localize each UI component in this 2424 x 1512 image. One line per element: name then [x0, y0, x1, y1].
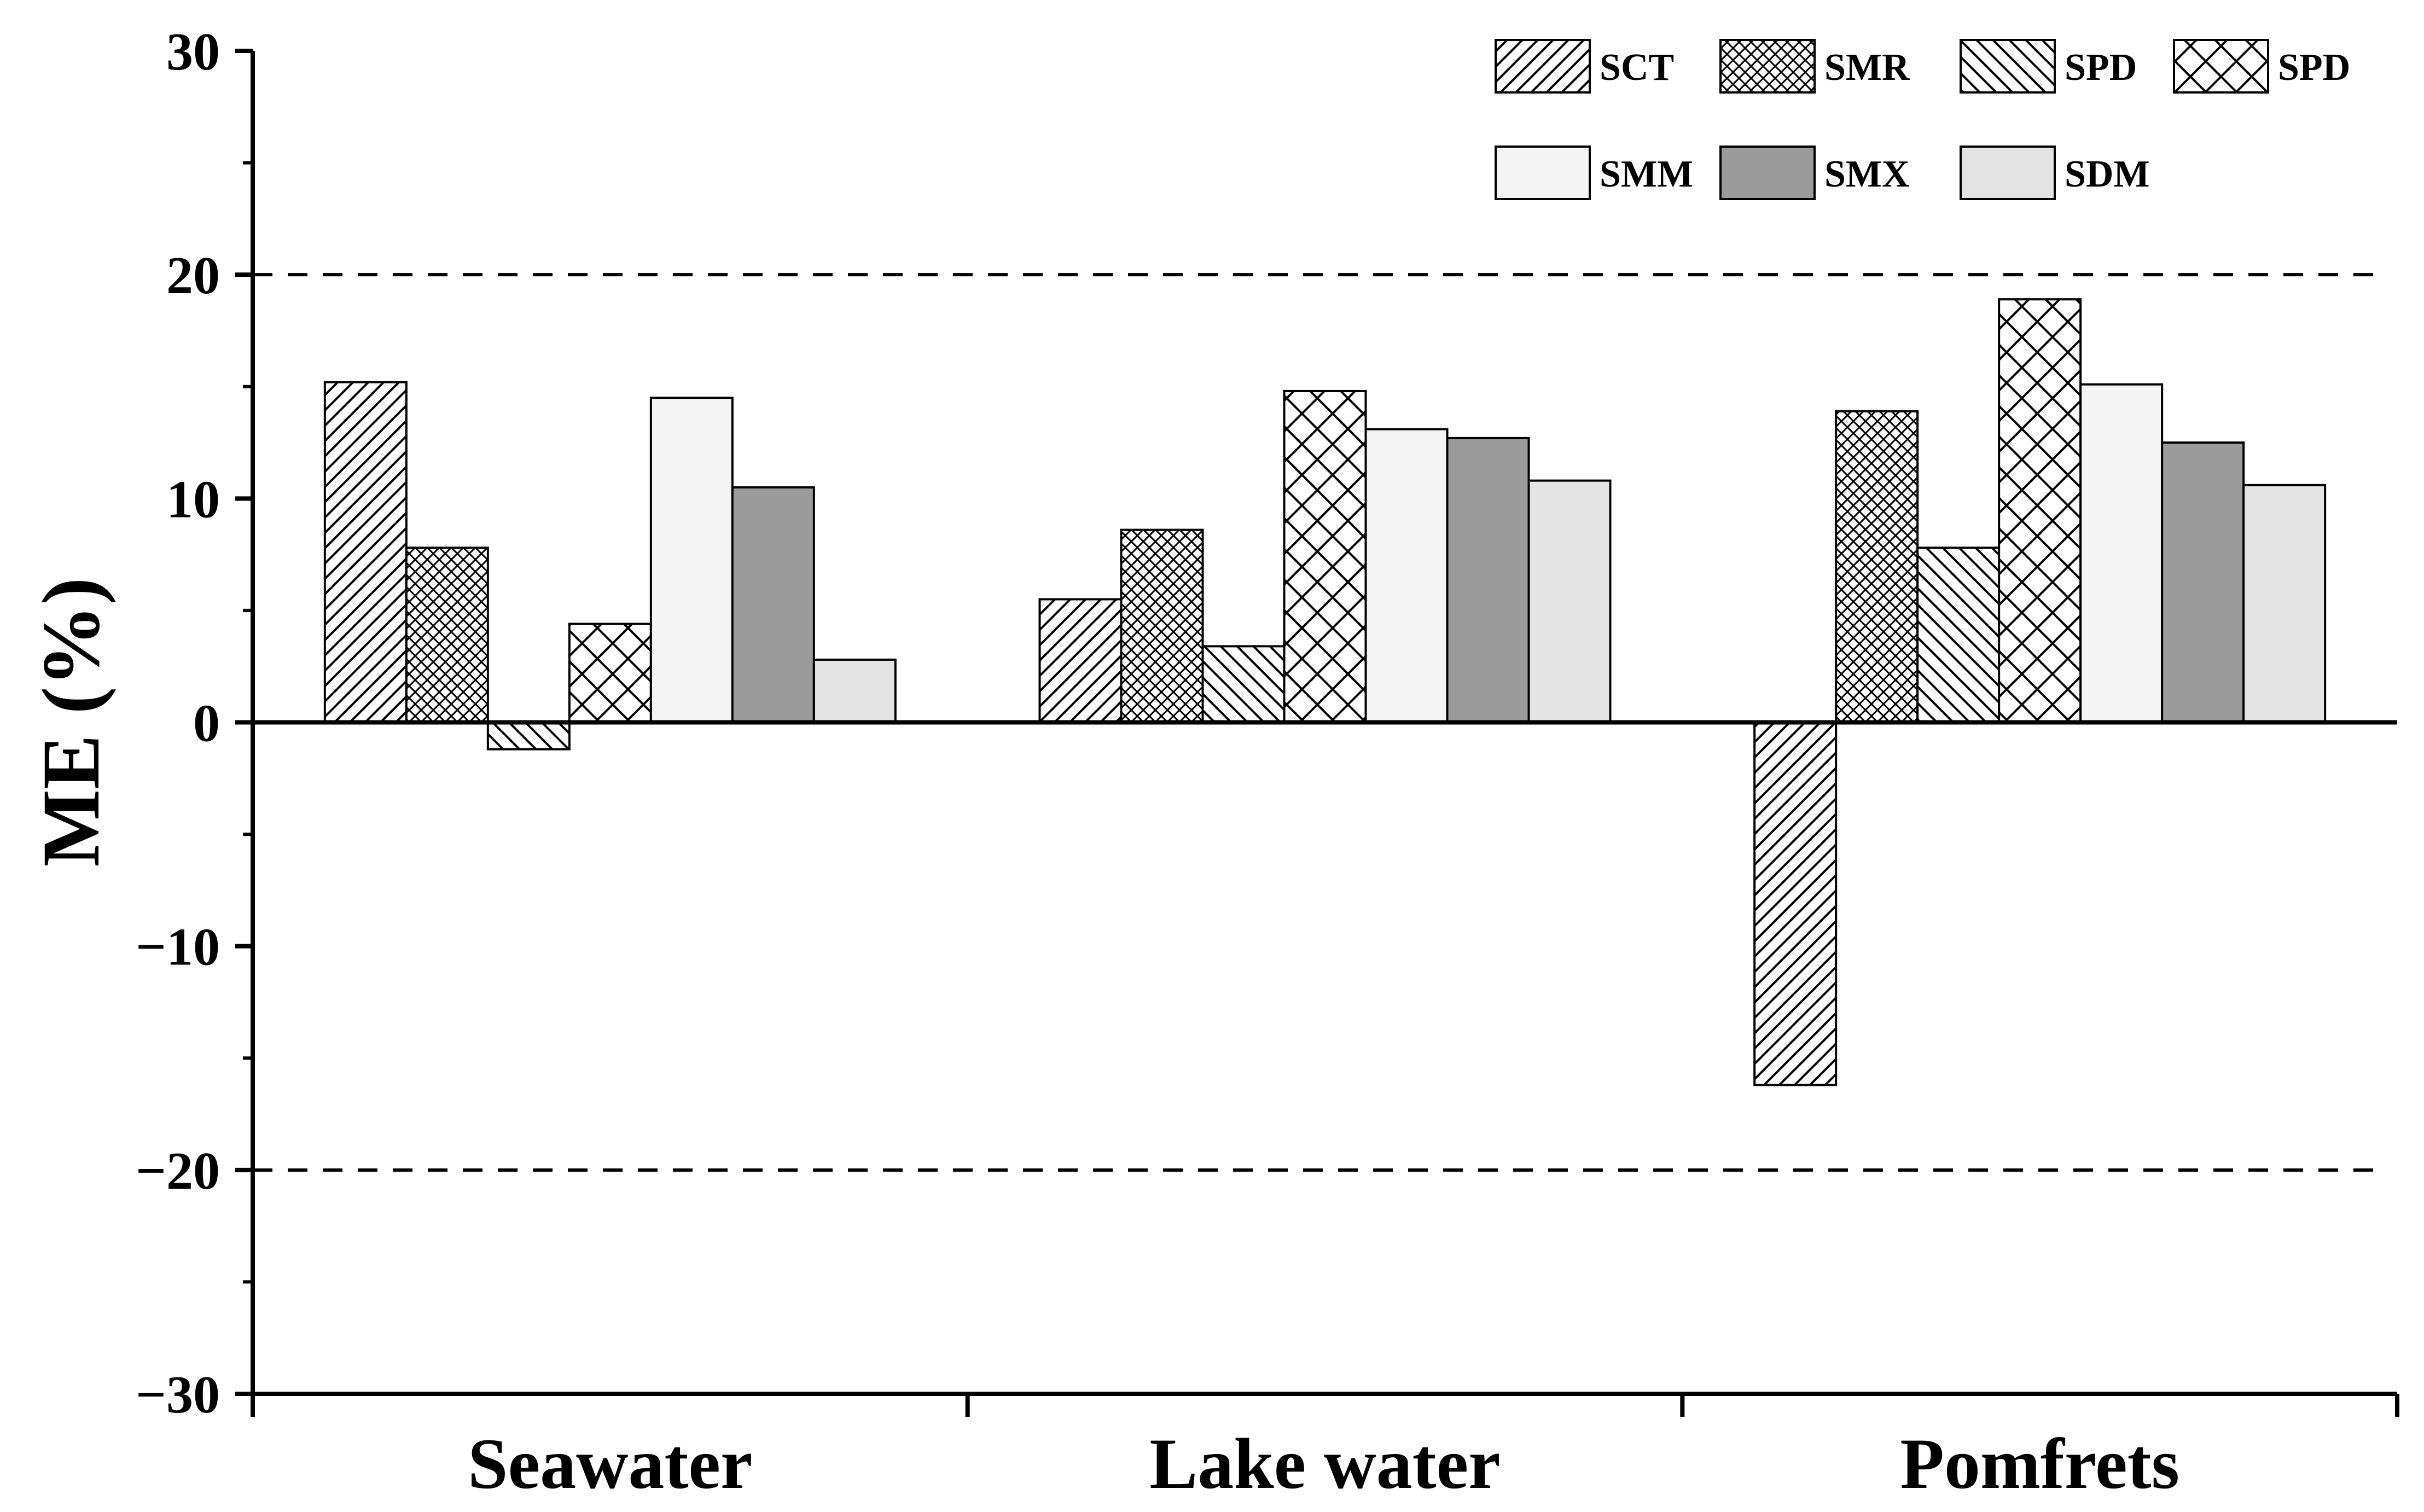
y-tick-label: 0: [193, 694, 220, 753]
legend-label-smx: SMX: [1824, 153, 1910, 195]
legend-label-sdm: SDM: [2065, 153, 2150, 195]
bar-sdm-7-lake-water: [1527, 479, 1612, 724]
legend-swatch-smm: [1495, 146, 1591, 200]
y-tick-label: 10: [166, 470, 220, 529]
bar-spd-4-lake-water: [1283, 389, 1367, 724]
legend-swatch-spd: [1960, 39, 2056, 94]
legend-label-spd: SPD: [2065, 46, 2137, 89]
y-tick-label: −10: [136, 918, 220, 977]
y-tick-label: −30: [136, 1365, 220, 1424]
legend: SCT SMR SPD SPD SMM SMX SDM: [1495, 39, 2350, 200]
legend-swatch-sct: [1495, 39, 1591, 94]
legend-label-spd: SPD: [2278, 46, 2350, 89]
legend-swatch-sdm: [1960, 146, 2056, 200]
bar-sct-1-seawater: [323, 381, 408, 724]
bar-spd-4-seawater: [568, 623, 652, 724]
bar-sct-1-lake-water: [1038, 598, 1123, 724]
bar-spd-3-lake-water: [1201, 645, 1286, 724]
y-tick-label: 20: [166, 246, 220, 305]
bar-sct-1-pomfrets: [1753, 721, 1838, 1086]
x-axis-category-labels: Seawater Lake water Pomfrets: [468, 1423, 2179, 1504]
bar-smx-6-seawater: [731, 486, 815, 724]
bars: [323, 298, 2327, 1086]
legend-label-smm: SMM: [1600, 153, 1693, 195]
bar-spd-3-seawater: [486, 721, 571, 751]
reference-lines: [253, 273, 2381, 1172]
bar-smr-2-seawater: [405, 546, 489, 724]
legend-swatch-spd: [2173, 39, 2269, 94]
axes: [251, 51, 2399, 1417]
x-category-label: Seawater: [468, 1423, 752, 1504]
bar-sdm-7-pomfrets: [2242, 484, 2327, 724]
bar-smm-5-lake-water: [1364, 428, 1449, 724]
legend-label-smr: SMR: [1824, 46, 1910, 89]
bar-smr-2-lake-water: [1120, 528, 1204, 724]
y-axis-title: ME (%): [26, 577, 117, 867]
plot-area: [251, 51, 2399, 1417]
bar-smm-5-pomfrets: [2079, 383, 2164, 724]
bar-spd-4-pomfrets: [1998, 298, 2082, 724]
legend-swatch-smx: [1719, 146, 1816, 200]
bar-sdm-7-seawater: [812, 658, 897, 724]
legend-label-sct: SCT: [1600, 46, 1674, 89]
bar-spd-3-pomfrets: [1916, 546, 2001, 724]
bar-smx-6-lake-water: [1446, 437, 1530, 724]
bar-smx-6-pomfrets: [2161, 441, 2245, 724]
bar-smm-5-seawater: [649, 397, 734, 724]
y-axis-ticks: −30 −20 −10 0 10 20 30: [136, 22, 253, 1424]
y-tick-label: 30: [166, 22, 220, 82]
y-tick-label: −20: [136, 1142, 220, 1201]
x-category-label: Pomfrets: [1900, 1423, 2179, 1504]
bar-smr-2-pomfrets: [1835, 410, 1919, 724]
x-category-label: Lake water: [1149, 1423, 1501, 1504]
legend-swatch-smr: [1719, 39, 1816, 94]
